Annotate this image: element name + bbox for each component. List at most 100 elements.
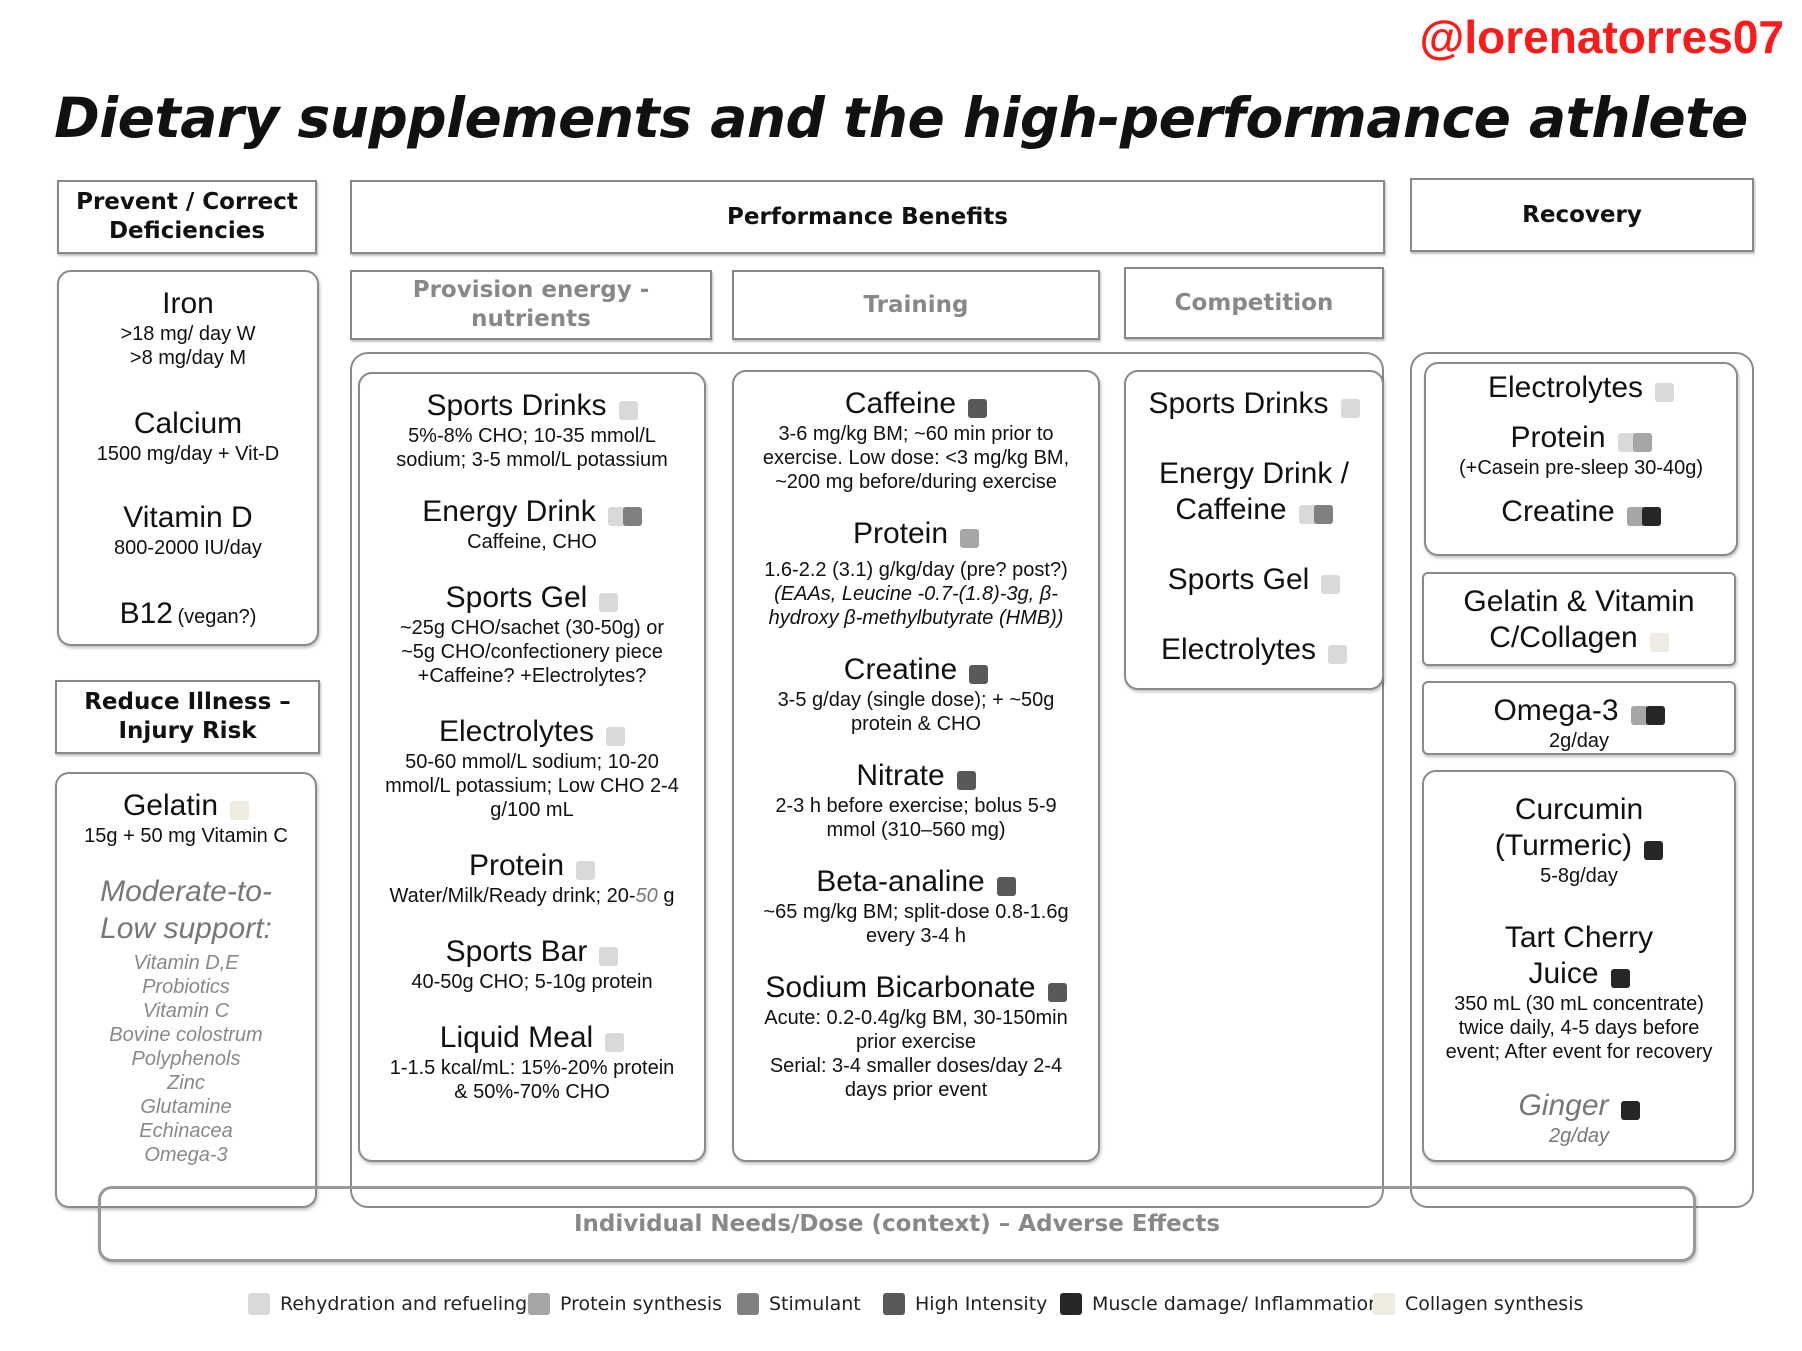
deficiencies-card: Iron >18 mg/ day W >8 mg/day M Calcium 1… bbox=[57, 270, 319, 646]
provision-sports-drinks-name: Sports Drinks bbox=[426, 389, 607, 422]
legend-label: Stimulant bbox=[769, 1293, 861, 1315]
provision-sports-gel-desc: ~25g CHO/sachet (30-50g) or ~5g CHO/conf… bbox=[399, 617, 665, 687]
recovery-card-inflammation: Curcumin (Turmeric) 5-8g/day Tart Cherry… bbox=[1422, 770, 1736, 1162]
muscle-damage-swatch-icon bbox=[1610, 969, 1630, 989]
training-caffeine: Caffeine 3-6 mg/kg BM; ~60 min prior to … bbox=[756, 386, 1076, 494]
provision-sports-gel: Sports Gel ~25g CHO/sachet (30-50g) or ~… bbox=[387, 580, 677, 688]
competition-sports-drinks-name: Sports Drinks bbox=[1148, 387, 1329, 420]
training-creatine-name: Creatine bbox=[843, 653, 958, 686]
muscle-damage-swatch-icon bbox=[1620, 1101, 1640, 1121]
rehydration-stimulant-swatch-icon bbox=[607, 507, 642, 527]
competition-energy-drink: Energy Drink / Caffeine bbox=[1144, 456, 1364, 528]
b12-item: B12 (vegan?) bbox=[120, 596, 257, 632]
author-handle: @lorenatorres07 bbox=[1419, 11, 1784, 63]
training-protein-desc-detail: (EAAs, Leucine -0.7-(1.8)-3g, β-hydroxy … bbox=[768, 583, 1064, 629]
recovery-omega-desc: 2g/day bbox=[1548, 730, 1610, 752]
iron-name: Iron bbox=[162, 287, 214, 320]
header-recovery: Recovery bbox=[1410, 178, 1754, 252]
rehydration-swatch-icon bbox=[605, 1033, 625, 1053]
footer-bar: Individual Needs/Dose (context) – Advers… bbox=[98, 1186, 1696, 1262]
legend-label: Protein synthesis bbox=[560, 1293, 723, 1315]
recovery-electrolytes: Electrolytes bbox=[1487, 370, 1675, 406]
vitamind-item: Vitamin D 800-2000 IU/day bbox=[114, 500, 262, 560]
recovery-protein-desc: (+Casein pre-sleep 30-40g) bbox=[1458, 457, 1704, 479]
legend-label: Muscle damage/ Inflammation bbox=[1092, 1293, 1381, 1315]
training-sodium-bicarbonate: Sodium Bicarbonate Acute: 0.2-0.4g/kg BM… bbox=[751, 970, 1081, 1102]
training-protein-name: Protein bbox=[852, 517, 949, 550]
rehydration-swatch-icon bbox=[1328, 645, 1348, 665]
recovery-electrolytes-name: Electrolytes bbox=[1487, 371, 1644, 404]
recovery-gelatin: Gelatin & Vitamin C/Collagen bbox=[1449, 584, 1709, 656]
header-provision: Provision energy - nutrients bbox=[350, 270, 712, 340]
legend-label: Rehydration and refueling bbox=[280, 1293, 528, 1315]
training-creatine: Creatine 3-5 g/day (single dose); + ~50g… bbox=[766, 652, 1066, 736]
gelatin-name: Gelatin bbox=[122, 789, 219, 822]
legend-item: Rehydration and refueling bbox=[248, 1293, 527, 1315]
legend-label: High Intensity bbox=[915, 1293, 1048, 1315]
vitamind-desc: 800-2000 IU/day bbox=[114, 537, 262, 559]
support-list: Vitamin D,E Probiotics Vitamin C Bovine col… bbox=[109, 951, 262, 1167]
recovery-curcumin: Curcumin (Turmeric) 5-8g/day bbox=[1469, 792, 1689, 888]
legend-label: Collagen synthesis bbox=[1405, 1293, 1584, 1315]
recovery-cherry-desc: 350 mL (30 mL concentrate) twice daily, … bbox=[1445, 993, 1713, 1063]
header-performance: Performance Benefits bbox=[350, 180, 1385, 254]
recovery-card-omega: Omega-3 2g/day bbox=[1422, 681, 1736, 755]
support-list-item: Probiotics bbox=[142, 976, 230, 999]
provision-protein-name: Protein bbox=[468, 849, 565, 882]
competition-card: Sports Drinks Energy Drink / Caffeine Sp… bbox=[1124, 370, 1384, 690]
training-creatine-desc: 3-5 g/day (single dose); + ~50g protein … bbox=[777, 689, 1055, 735]
support-list-item: Echinacea bbox=[139, 1120, 233, 1143]
illness-card: Gelatin 15g + 50 mg Vitamin C Moderate-t… bbox=[55, 772, 317, 1208]
training-beta-analine-desc: ~65 mg/kg BM; split-dose 0.8-1.6g every … bbox=[763, 901, 1069, 947]
gelatin-item: Gelatin 15g + 50 mg Vitamin C bbox=[84, 788, 288, 848]
rehydration-swatch-icon bbox=[606, 727, 626, 747]
collagen-swatch-icon bbox=[230, 801, 250, 821]
provision-sports-bar: Sports Bar 40-50g CHO; 5-10g protein bbox=[411, 934, 652, 994]
protein-muscle-damage-swatch-icon bbox=[1630, 706, 1665, 726]
high-intensity-swatch-icon bbox=[956, 771, 976, 791]
header-competition: Competition bbox=[1124, 267, 1384, 339]
iron-desc-m: >8 mg/day M bbox=[129, 347, 247, 369]
vitamind-name: Vitamin D bbox=[123, 501, 253, 534]
recovery-card-gelatin: Gelatin & Vitamin C/Collagen bbox=[1422, 572, 1736, 666]
competition-sports-drinks: Sports Drinks bbox=[1148, 386, 1360, 422]
training-sodium-bicarbonate-desc: Acute: 0.2-0.4g/kg BM, 30-150min prior e… bbox=[764, 1007, 1068, 1053]
training-nitrate-desc: 2-3 h before exercise; bolus 5-9 mmol (3… bbox=[775, 795, 1057, 841]
legend-item: Stimulant bbox=[737, 1293, 861, 1315]
rehydration-swatch-icon bbox=[618, 401, 638, 421]
support-list-item: Vitamin D,E bbox=[133, 952, 239, 975]
provision-electrolytes-desc: 50-60 mmol/L sodium; 10-20 mmol/L potass… bbox=[385, 751, 679, 821]
training-sodium-bicarbonate-desc-serial: Serial: 3-4 smaller doses/day 2-4 days p… bbox=[769, 1055, 1063, 1101]
provision-sports-gel-name: Sports Gel bbox=[445, 581, 588, 614]
recovery-gelatin-name: Gelatin & Vitamin C/Collagen bbox=[1463, 585, 1695, 654]
rehydration-swatch-icon bbox=[599, 947, 619, 967]
training-protein: Protein 1.6-2.2 (3.1) g/kg/day (pre? pos… bbox=[751, 516, 1081, 630]
provision-liquid-meal-name: Liquid Meal bbox=[439, 1021, 594, 1054]
rehydration-swatch-icon bbox=[1321, 575, 1341, 595]
iron-desc-w: >18 mg/ day W bbox=[120, 323, 256, 345]
header-prevent: Prevent / Correct Deficiencies bbox=[57, 180, 317, 254]
rehydration-swatch-icon bbox=[1655, 383, 1675, 403]
training-sodium-bicarbonate-name: Sodium Bicarbonate bbox=[765, 971, 1036, 1004]
training-caffeine-desc: 3-6 mg/kg BM; ~60 min prior to exercise.… bbox=[762, 423, 1070, 493]
support-list-item: Vitamin C bbox=[142, 1000, 230, 1023]
competition-energy-drink-name: Energy Drink / Caffeine bbox=[1158, 457, 1350, 526]
collagen-swatch-icon bbox=[1649, 633, 1669, 653]
provision-sports-bar-desc: 40-50g CHO; 5-10g protein bbox=[411, 971, 653, 993]
muscle-damage-swatch-icon bbox=[1644, 841, 1664, 861]
legend-swatch-icon bbox=[248, 1293, 270, 1315]
recovery-ginger-name: Ginger bbox=[1518, 1089, 1609, 1122]
header-training: Training bbox=[732, 270, 1100, 340]
b12-name: B12 bbox=[119, 597, 173, 630]
support-list-item: Zinc bbox=[167, 1072, 205, 1095]
provision-sports-drinks: Sports Drinks 5%-8% CHO; 10-35 mmol/L so… bbox=[382, 388, 682, 472]
training-beta-analine: Beta-analine ~65 mg/kg BM; split-dose 0.… bbox=[756, 864, 1076, 948]
recovery-curcumin-desc: 5-8g/day bbox=[1540, 865, 1618, 887]
iron-item: Iron >18 mg/ day W >8 mg/day M bbox=[120, 286, 255, 370]
calcium-item: Calcium 1500 mg/day + Vit-D bbox=[97, 406, 280, 466]
legend-swatch-icon bbox=[528, 1293, 550, 1315]
provision-sports-drinks-desc: 5%-8% CHO; 10-35 mmol/L sodium; 3-5 mmol… bbox=[396, 425, 668, 471]
recovery-creatine-name: Creatine bbox=[1501, 495, 1615, 528]
recovery-ginger: Ginger 2g/day bbox=[1518, 1088, 1640, 1148]
training-caffeine-name: Caffeine bbox=[844, 387, 957, 420]
